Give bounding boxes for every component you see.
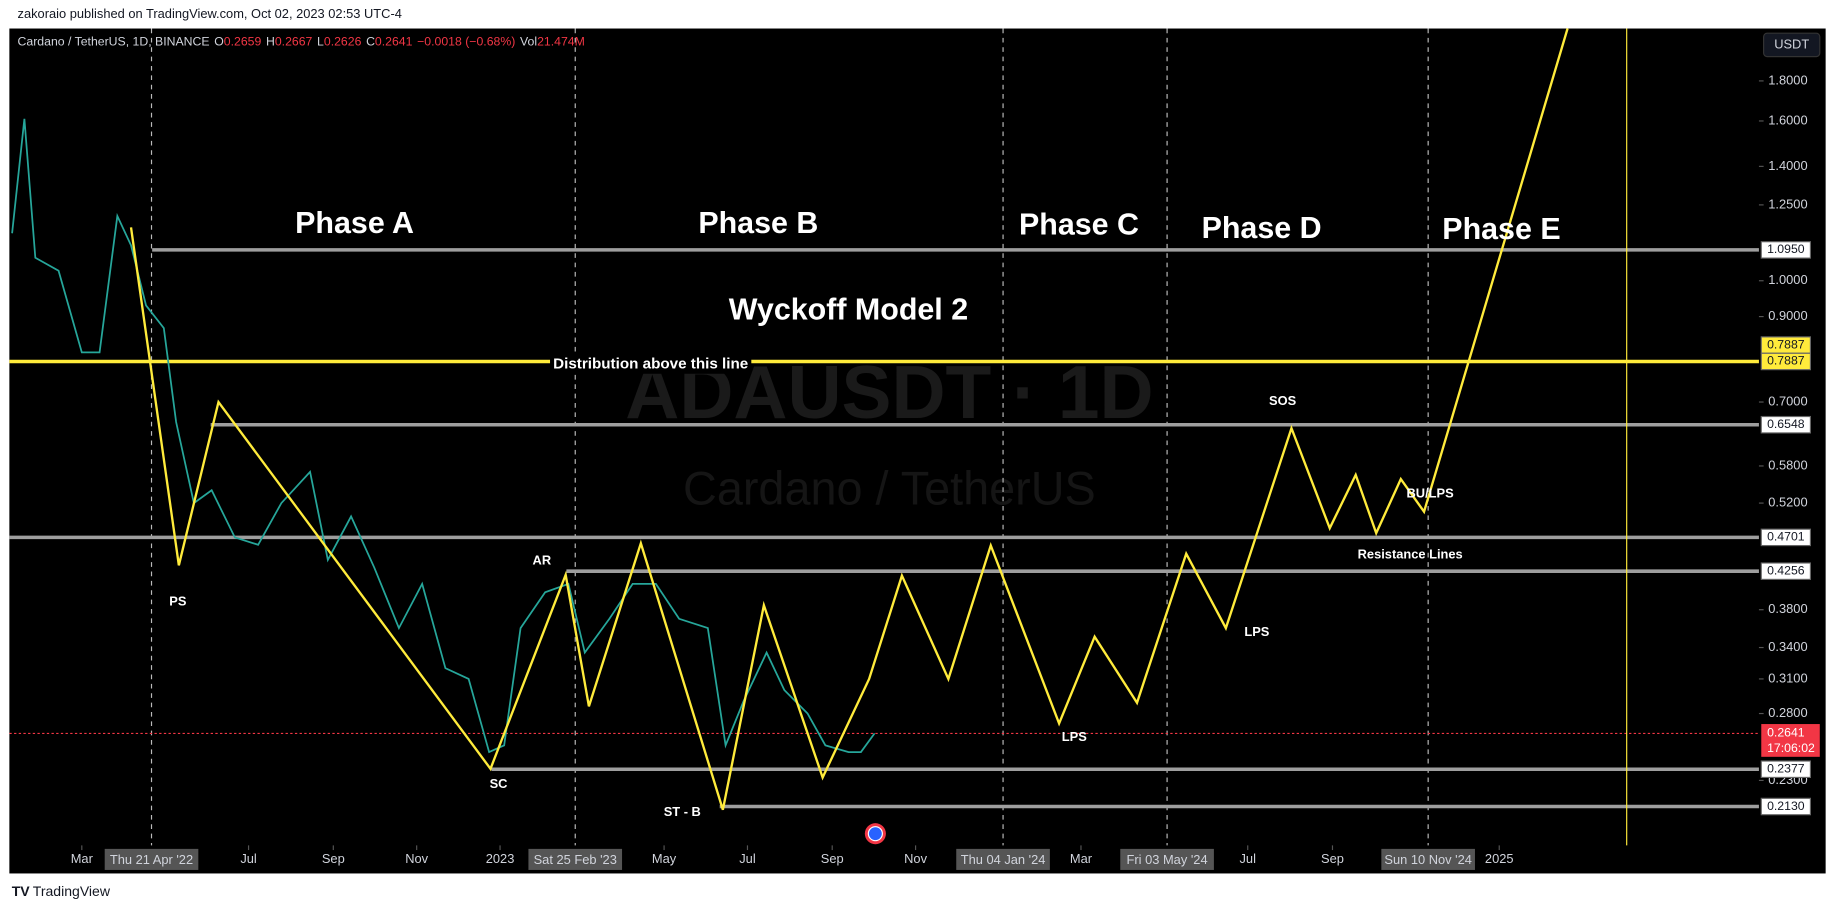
point-label: AR: [533, 552, 552, 567]
marker-box: [104, 848, 199, 870]
phase-label: Phase E: [1442, 212, 1560, 246]
phase-label: Phase C: [1019, 207, 1139, 241]
y-tick-label: 1.0000: [1768, 272, 1807, 287]
point-label: Resistance Lines: [1358, 547, 1463, 562]
x-tick-label: Sep: [322, 851, 345, 866]
brand: TradingView: [33, 883, 111, 899]
legend-item: O: [214, 35, 224, 49]
distribution-label: Distribution above this line: [553, 355, 748, 372]
x-tick-label: Nov: [405, 851, 428, 866]
last-price-label: 0.2641: [1767, 726, 1805, 740]
y-tick-label: 1.8000: [1768, 72, 1807, 87]
legend-item: 0.2659: [224, 35, 262, 49]
legend-item: Cardano / TetherUS, 1D, BINANCE: [18, 35, 210, 49]
y-tick-label: 1.4000: [1768, 158, 1807, 173]
price-label: 0.4701: [1767, 530, 1805, 544]
marker-label: Thu 04 Jan '24: [961, 852, 1046, 867]
point-label: LPS: [1062, 729, 1087, 744]
last-price-box: [1761, 724, 1820, 757]
price-box: [1760, 241, 1812, 259]
legend-item: 0.2667: [275, 35, 313, 49]
legend-item: −0.0018 (−0.68%): [417, 35, 515, 49]
marker-label: Fri 03 May '24: [1127, 852, 1208, 867]
legend-item: H: [266, 35, 275, 49]
y-tick-label: 0.2800: [1768, 705, 1807, 720]
legend-item: 0.2626: [324, 35, 362, 49]
brand-logo: TV: [12, 883, 31, 899]
legend-item: 0.2641: [375, 35, 413, 49]
y-tick-label: 0.7000: [1768, 393, 1807, 408]
event-icon-inner[interactable]: [867, 826, 883, 842]
marker-label: Sun 10 Nov '24: [1384, 852, 1472, 867]
point-label: LPS: [1244, 624, 1269, 639]
wyckoff-path: [129, 28, 1569, 811]
y-tick-label: 1.6000: [1768, 112, 1807, 127]
phase-label: Phase D: [1202, 211, 1322, 245]
chart-title: Wyckoff Model 2: [729, 293, 968, 327]
legend-item: C: [366, 35, 375, 49]
x-tick-label: Sep: [1321, 851, 1344, 866]
marker-box: [956, 848, 1050, 870]
price-label: 1.0950: [1767, 242, 1805, 256]
legend-item: Vol: [520, 35, 537, 49]
legend-item: 21.474M: [537, 35, 585, 49]
x-tick-label: Jul: [240, 851, 256, 866]
price-box: [1760, 562, 1812, 580]
point-label: BU/LPS: [1407, 486, 1455, 501]
x-tick-label: Sep: [821, 851, 844, 866]
price-label: 0.6548: [1767, 417, 1805, 431]
price-label: 0.7887: [1767, 354, 1805, 368]
y-tick-label: 0.5200: [1768, 494, 1807, 509]
y-tick-label: 1.2500: [1768, 196, 1807, 211]
x-tick-label: Jul: [739, 851, 755, 866]
phase-label: Phase B: [698, 206, 818, 240]
y-tick-label: 0.3400: [1768, 639, 1807, 654]
point-label: ST - B: [664, 804, 701, 819]
price-label: 0.7887: [1767, 337, 1805, 351]
marker-box: [528, 848, 623, 870]
price-box: [1760, 528, 1812, 547]
y-tick-label: 0.3100: [1768, 670, 1807, 685]
x-tick-label: Nov: [904, 851, 927, 866]
currency[interactable]: USDT: [1774, 36, 1809, 51]
x-tick-label: Mar: [71, 851, 94, 866]
phase-label: Phase A: [295, 206, 414, 240]
price-label: 0.2377: [1767, 761, 1805, 775]
point-label: PS: [169, 593, 187, 608]
price-line: [11, 118, 876, 754]
plot-area: [9, 28, 1826, 874]
x-tick-label: May: [652, 851, 677, 866]
legend-item: L: [317, 35, 324, 49]
y-tick-label: 0.5800: [1768, 457, 1807, 472]
price-box: [1760, 760, 1812, 779]
marker-box: [1120, 848, 1214, 870]
label-bg: [550, 353, 752, 374]
price-label: 0.2130: [1767, 799, 1805, 813]
price-box: [1760, 352, 1812, 371]
currency-button[interactable]: [1763, 32, 1821, 58]
marker-label: Thu 21 Apr '22: [110, 852, 193, 867]
y-tick-label: 0.9000: [1768, 308, 1807, 323]
x-tick-label: 2025: [1485, 851, 1514, 866]
marker-label: Sat 25 Feb '23: [534, 852, 617, 867]
published: zakoraio published on TradingView.com, O…: [18, 6, 402, 21]
marker-box: [1381, 848, 1475, 870]
legend: Cardano / TetherUS, 1D, BINANCE O0.2659 H0…: [18, 35, 585, 49]
point-label: SOS: [1269, 393, 1297, 408]
price-box: [1760, 415, 1812, 434]
y-tick-label: 0.3800: [1768, 601, 1807, 616]
price-label: 0.4256: [1767, 563, 1805, 577]
x-tick-label: Jul: [1240, 851, 1256, 866]
watermark: Cardano / TetherUS: [683, 462, 1096, 514]
countdown: 17:06:02: [1767, 741, 1815, 755]
x-tick-label: Mar: [1070, 851, 1093, 866]
price-box: [1760, 797, 1812, 816]
x-tick-label: 2023: [486, 851, 515, 866]
point-label: SC: [490, 776, 508, 791]
